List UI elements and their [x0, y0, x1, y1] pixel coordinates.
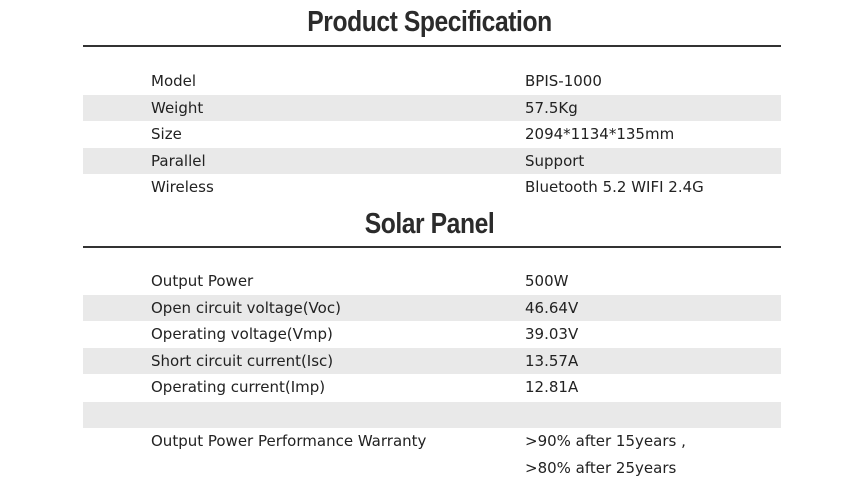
spec-value: Bluetooth 5.2 WIFI 2.4G	[525, 178, 704, 197]
spec-label: Operating current(Imp)	[151, 378, 326, 397]
spec-value: 500W	[525, 272, 569, 290]
row-band	[83, 95, 781, 121]
section-title: Product Specification	[307, 6, 552, 38]
spec-value: BPIS-1000	[525, 72, 602, 90]
spec-value: 2094*1134*135mm	[525, 125, 675, 144]
spec-label: Short circuit current(Isc)	[151, 351, 334, 370]
spec-label: Wireless	[151, 178, 214, 197]
spec-value: 39.03V	[525, 325, 579, 344]
row-band	[83, 402, 781, 428]
spec-label: Open circuit voltage(Voc)	[151, 298, 341, 317]
spec-label: Output Power	[151, 272, 254, 290]
spec-value: 46.64V	[525, 298, 579, 317]
row-band	[83, 295, 781, 321]
spec-label: Output Power Performance Warranty	[151, 431, 427, 450]
row-band	[83, 148, 781, 174]
spec-label: Parallel	[151, 151, 206, 170]
spec-value: 12.81A	[525, 378, 579, 397]
spec-label: Operating voltage(Vmp)	[151, 325, 333, 344]
spec-value: 13.57A	[525, 351, 579, 370]
spec-value: >90% after 15years ,	[525, 431, 686, 450]
spec-value: >80% after 25years	[525, 458, 677, 477]
divider	[83, 45, 781, 47]
spec-label: Size	[151, 125, 182, 144]
spec-label: Model	[151, 72, 197, 90]
spec-value: 57.5Kg	[525, 98, 578, 117]
divider	[83, 246, 781, 248]
row-band	[83, 348, 781, 374]
section-title: Solar Panel	[364, 208, 495, 240]
spec-value: Support	[525, 151, 585, 170]
spec-label: Weight	[151, 98, 204, 117]
